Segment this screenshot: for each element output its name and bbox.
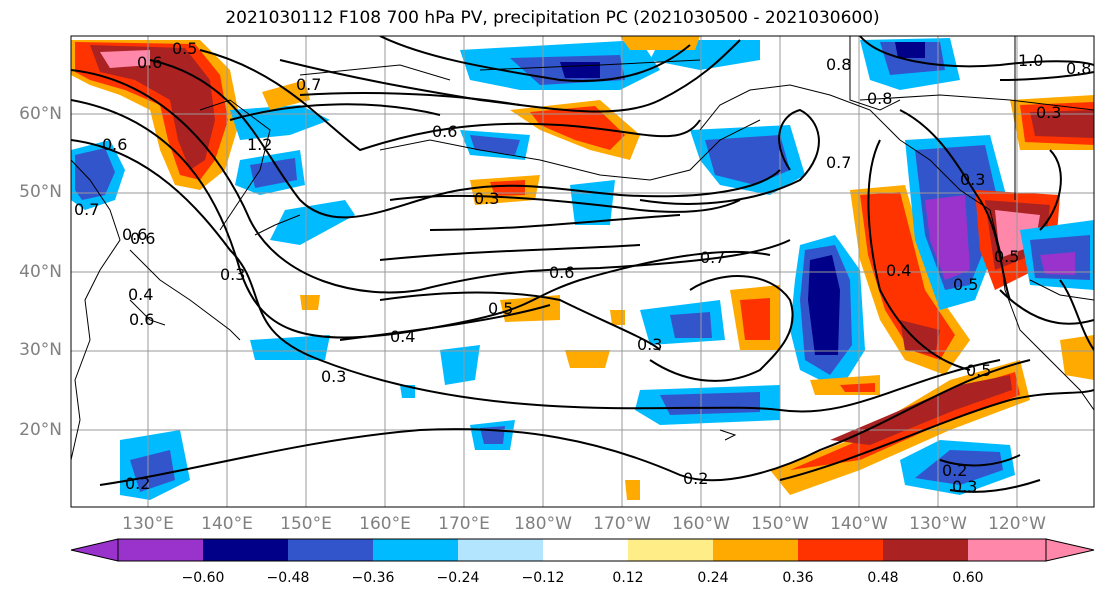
contour-label: 0.8	[826, 55, 851, 74]
lon-label: 140°E	[201, 514, 253, 534]
contour-label: 0.7	[74, 200, 99, 219]
contour-label: 0.7	[296, 75, 321, 94]
graticule	[71, 36, 1094, 507]
contour-label: 0.4	[886, 261, 911, 280]
pv-contours	[71, 36, 1094, 493]
contour-label: 0.6	[130, 229, 155, 248]
contour-label: 0.3	[321, 367, 346, 386]
colorbar-tick-label: −0.36	[351, 570, 395, 586]
plot-title: 2021030112 F108 700 hPa PV, precipitatio…	[225, 8, 880, 28]
contour-label: 0.3	[637, 335, 662, 354]
colorbar-tick-label: 0.12	[612, 570, 644, 586]
contour-label: 0.5	[994, 247, 1019, 266]
contour-label: 0.7	[826, 153, 851, 172]
contour-label: 0.3	[960, 170, 985, 189]
lon-label: 160°E	[359, 514, 411, 534]
contour-label: 0.2	[942, 461, 967, 480]
contour-label: 0.8	[1066, 59, 1091, 78]
contour-label: 0.6	[137, 53, 162, 72]
contour-label: 0.3	[220, 265, 245, 284]
colorbar-tick-label: −0.24	[436, 570, 480, 586]
contour-label: 0.6	[102, 135, 127, 154]
contour-label: 1.0	[1018, 51, 1043, 70]
lon-label: 120°W	[988, 514, 1046, 534]
contour-label: 0.7	[700, 248, 725, 267]
colorbar-tick-label: 0.48	[867, 570, 899, 586]
contour-label: 0.6	[432, 122, 457, 141]
colorbar-tick-label: 0.36	[782, 570, 814, 586]
colorbar-tick-label: −0.48	[266, 570, 310, 586]
lon-label: 130°W	[909, 514, 967, 534]
contour-label: 0.5	[172, 39, 197, 58]
colorbar-tick-label: −0.12	[521, 570, 565, 586]
colorbar-tick-label: 0.24	[697, 570, 729, 586]
lon-label: 150°E	[280, 514, 332, 534]
contour-label: 0.6	[129, 310, 154, 329]
lon-label: 170°W	[593, 514, 651, 534]
contour-label: 1.2	[247, 135, 272, 154]
lat-label: 40°N	[19, 262, 62, 282]
contour-label: 0.2	[125, 474, 150, 493]
lon-label: 170°E	[438, 514, 490, 534]
lon-label: 150°W	[751, 514, 809, 534]
lon-label: 160°W	[672, 514, 730, 534]
lat-label: 20°N	[19, 420, 62, 440]
contour-label: 0.8	[867, 89, 892, 108]
colorbar-tick-label: 0.60	[952, 570, 984, 586]
contour-label: 0.4	[390, 327, 415, 346]
colorbar-tick-label: −0.60	[181, 570, 225, 586]
lat-label: 50°N	[19, 182, 62, 202]
contour-label: 0.5	[953, 275, 978, 294]
contour-label: 0.6	[122, 225, 147, 244]
lon-label: 180°W	[514, 514, 572, 534]
lon-label: 140°W	[830, 514, 888, 534]
precipitation-shading	[71, 36, 1094, 500]
contour-label: 0.4	[128, 285, 153, 304]
lat-label: 30°N	[19, 340, 62, 360]
contour-label: 0.3	[952, 477, 977, 496]
contour-label: 0.5	[966, 361, 991, 380]
contour-label: 0.3	[474, 189, 499, 208]
contour-label: 0.3	[1036, 103, 1061, 122]
contour-label: 0.6	[549, 263, 574, 282]
contour-label: 0.5	[488, 299, 513, 318]
lat-label: 60°N	[19, 104, 62, 124]
contour-label: 0.2	[683, 469, 708, 488]
lon-label: 130°E	[122, 514, 174, 534]
